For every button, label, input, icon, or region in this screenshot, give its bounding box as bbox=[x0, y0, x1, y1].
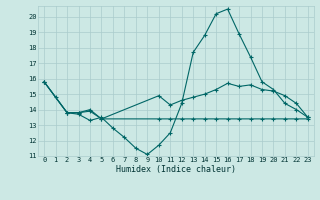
X-axis label: Humidex (Indice chaleur): Humidex (Indice chaleur) bbox=[116, 165, 236, 174]
